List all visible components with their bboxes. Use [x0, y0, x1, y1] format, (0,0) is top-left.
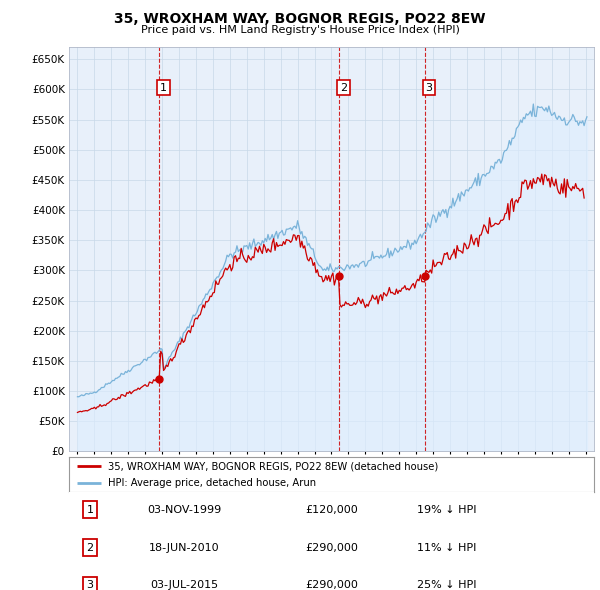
- Text: £290,000: £290,000: [305, 543, 358, 552]
- Text: 2: 2: [86, 543, 94, 552]
- Text: £120,000: £120,000: [305, 505, 358, 514]
- Text: £290,000: £290,000: [305, 581, 358, 590]
- Text: 2: 2: [340, 83, 347, 93]
- Text: 03-NOV-1999: 03-NOV-1999: [148, 505, 221, 514]
- Text: 1: 1: [86, 505, 94, 514]
- Text: 1: 1: [160, 83, 167, 93]
- Text: 03-JUL-2015: 03-JUL-2015: [151, 581, 218, 590]
- Text: 35, WROXHAM WAY, BOGNOR REGIS, PO22 8EW (detached house): 35, WROXHAM WAY, BOGNOR REGIS, PO22 8EW …: [109, 461, 439, 471]
- Text: 11% ↓ HPI: 11% ↓ HPI: [418, 543, 476, 552]
- Text: 35, WROXHAM WAY, BOGNOR REGIS, PO22 8EW: 35, WROXHAM WAY, BOGNOR REGIS, PO22 8EW: [114, 12, 486, 26]
- Text: HPI: Average price, detached house, Arun: HPI: Average price, detached house, Arun: [109, 477, 317, 487]
- Text: Price paid vs. HM Land Registry's House Price Index (HPI): Price paid vs. HM Land Registry's House …: [140, 25, 460, 35]
- Text: 3: 3: [86, 581, 94, 590]
- Text: 18-JUN-2010: 18-JUN-2010: [149, 543, 220, 552]
- Text: 19% ↓ HPI: 19% ↓ HPI: [417, 505, 477, 514]
- Text: 3: 3: [425, 83, 433, 93]
- Text: 25% ↓ HPI: 25% ↓ HPI: [417, 581, 477, 590]
